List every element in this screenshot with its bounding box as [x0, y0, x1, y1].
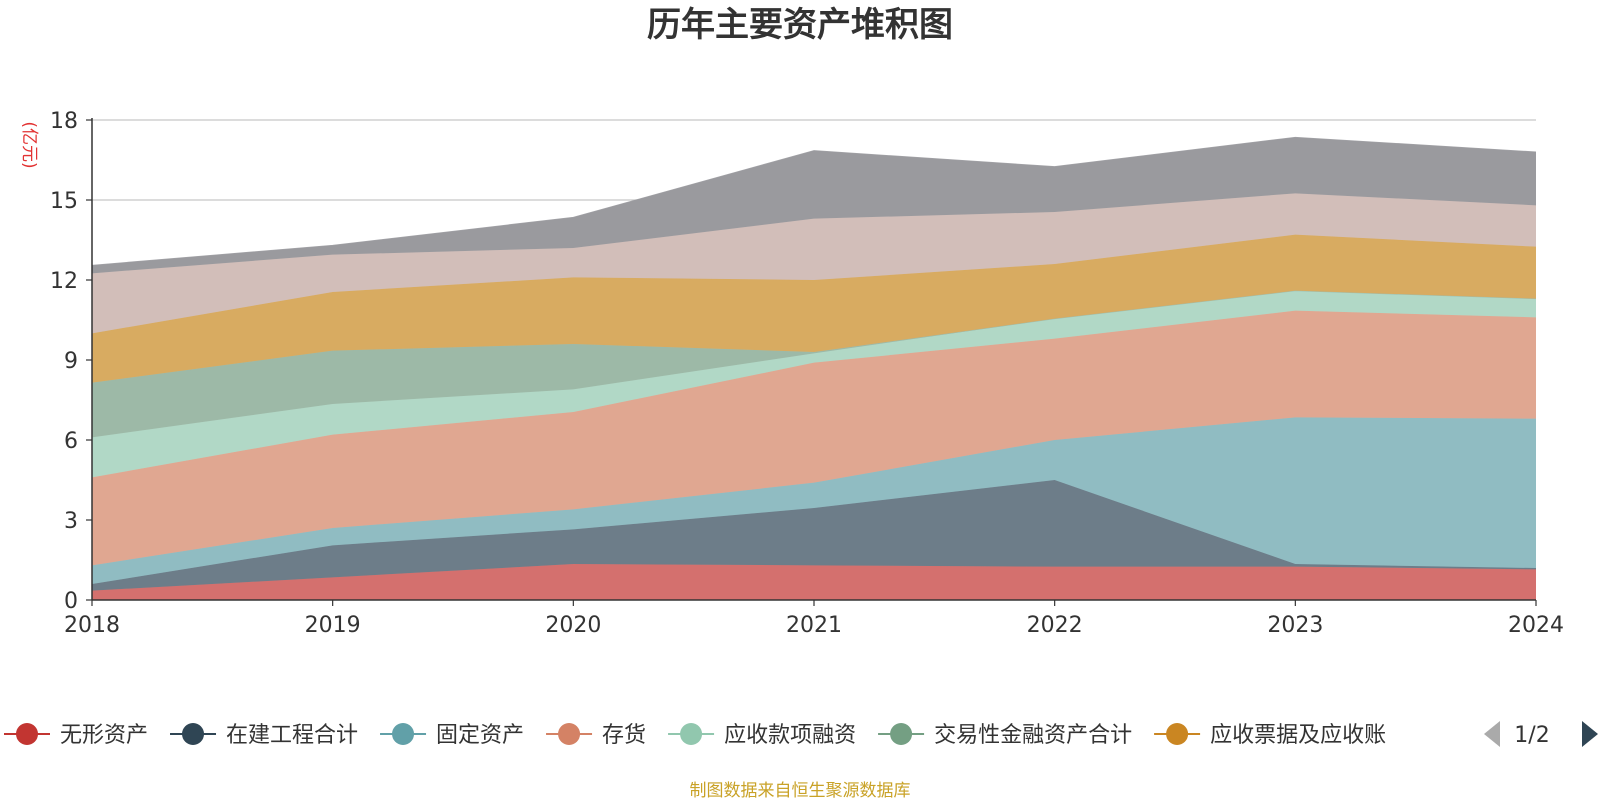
area-存货: [92, 310, 1536, 566]
source-note: 制图数据来自恒生聚源数据库: [690, 781, 911, 800]
legend-item[interactable]: 应收票据及应收账: [1154, 723, 1386, 748]
x-tick-label: 2018: [64, 613, 120, 638]
legend-item[interactable]: 存货: [546, 723, 646, 748]
legend-marker: [558, 723, 581, 745]
legend-label: 无形资产: [60, 723, 148, 748]
legend: 无形资产 在建工程合计 固定资产 存货 应收款项融资 交易性金融资产合计 应收票据及应收账 1…: [4, 721, 1598, 748]
x-tick-label: 2021: [786, 613, 842, 638]
legend-item[interactable]: 无形资产: [4, 723, 148, 748]
legend-pagination: 1/2: [1484, 721, 1598, 748]
legend-marker: [182, 723, 205, 745]
legend-label: 交易性金融资产合计: [934, 723, 1132, 748]
y-tick-label: 3: [64, 509, 78, 534]
x-tick-label: 2022: [1027, 613, 1083, 638]
y-tick-label: 18: [50, 109, 78, 134]
legend-prev-arrow-icon[interactable]: [1484, 721, 1500, 747]
area-无形资产: [92, 564, 1536, 600]
legend-marker: [16, 723, 38, 745]
y-tick-label: 12: [50, 269, 78, 294]
legend-marker: [680, 723, 703, 745]
area-series-8: [92, 193, 1536, 334]
y-axis-unit-label: (亿元): [19, 121, 39, 168]
legend-item[interactable]: 固定资产: [380, 723, 524, 748]
y-tick-label: 15: [50, 189, 78, 214]
legend-marker: [890, 723, 913, 745]
area-交易性金融资产合计: [92, 290, 1536, 438]
legend-label: 固定资产: [436, 723, 524, 748]
legend-next-arrow-icon[interactable]: [1582, 721, 1598, 747]
area-固定资产: [92, 417, 1536, 584]
series-line: [91, 136, 1537, 266]
y-tick-label: 6: [64, 429, 78, 454]
area-series-9: [92, 137, 1536, 274]
legend-marker: [392, 723, 415, 745]
x-tick-label: 2019: [305, 613, 361, 638]
legend-label: 应收款项融资: [724, 723, 856, 748]
x-tick-label: 2020: [545, 613, 601, 638]
x-tick-label: 2024: [1508, 613, 1564, 638]
legend-label: 存货: [602, 723, 646, 748]
legend-page-indicator: 1/2: [1514, 723, 1549, 748]
area-应收票据及应收账: [92, 234, 1536, 383]
axes: 0 3 6 9 12 15 18 2018 2019 2020 2021 2022 2023 2024: [50, 109, 1564, 638]
y-tick-label: 9: [64, 349, 78, 374]
legend-marker: [1166, 723, 1189, 745]
chart-title: 历年主要资产堆积图: [647, 5, 953, 45]
x-tick-label: 2023: [1267, 613, 1323, 638]
legend-item[interactable]: 在建工程合计: [170, 723, 358, 748]
legend-label: 应收票据及应收账: [1210, 723, 1386, 748]
legend-item[interactable]: 应收款项融资: [668, 723, 856, 748]
stacked-areas: [91, 136, 1537, 600]
area-在建工程合计: [92, 480, 1536, 591]
legend-label: 在建工程合计: [226, 723, 358, 748]
area-应收款项融资: [92, 290, 1536, 478]
legend-item[interactable]: 交易性金融资产合计: [878, 723, 1132, 748]
y-tick-label: 0: [64, 589, 78, 614]
